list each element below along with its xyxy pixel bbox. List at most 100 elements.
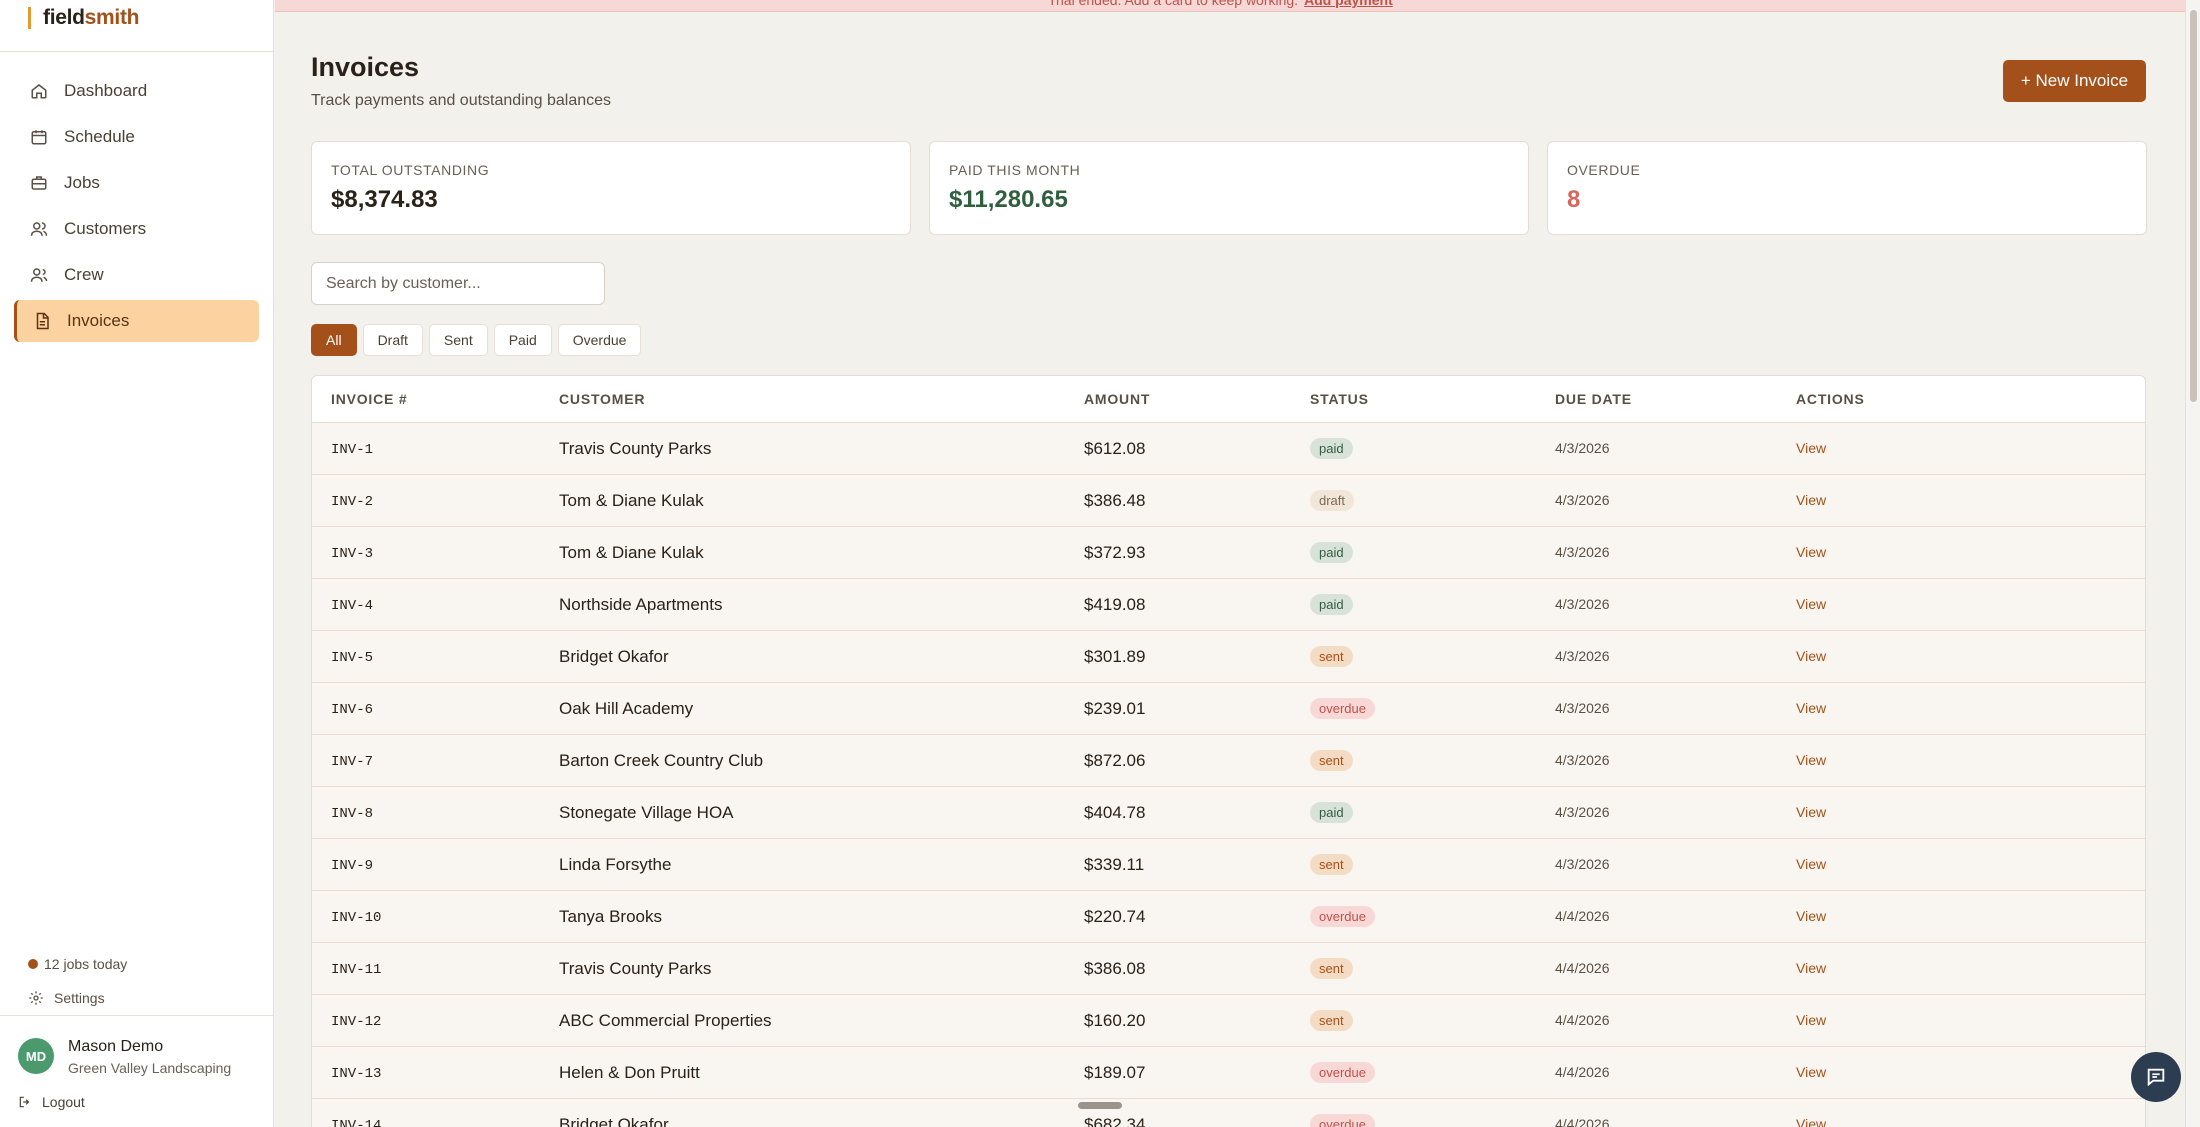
status-badge: overdue	[1310, 1114, 1375, 1127]
due-date: 4/3/2026	[1555, 803, 1610, 820]
status-badge: overdue	[1310, 698, 1375, 719]
table-row[interactable]: INV-14 Bridget Okafor $682.34 overdue 4/4/20…	[312, 1099, 2145, 1127]
sidebar-item-dashboard[interactable]: Dashboard	[14, 70, 259, 112]
customer-name: ABC Commercial Properties	[559, 1010, 772, 1030]
due-date: 4/4/2026	[1555, 907, 1610, 924]
sidebar-item-schedule[interactable]: Schedule	[14, 116, 259, 158]
table-row[interactable]: INV-6 Oak Hill Academy $239.01 overdue 4/3/2…	[312, 683, 2145, 735]
chat-button[interactable]	[2131, 1052, 2181, 1102]
column-header-amount[interactable]: Amount	[1084, 391, 1151, 407]
table-row[interactable]: INV-2 Tom & Diane Kulak $386.48 draft 4/3/20…	[312, 475, 2145, 527]
view-invoice-link[interactable]: View	[1796, 1063, 1827, 1080]
add-payment-link[interactable]: Add payment	[1304, 0, 1393, 8]
sidebar-item-invoices[interactable]: Invoices	[14, 300, 259, 342]
customer-name: Tom & Diane Kulak	[559, 490, 704, 510]
invoice-number: INV-13	[331, 1065, 382, 1082]
due-date: 4/3/2026	[1555, 543, 1610, 560]
logout-button[interactable]: Logout	[18, 1094, 85, 1110]
status-badge: paid	[1310, 802, 1353, 823]
table-row[interactable]: INV-13 Helen & Don Pruitt $189.07 overdue 4/…	[312, 1047, 2145, 1099]
table-row[interactable]: INV-4 Northside Apartments $419.08 paid 4/3/…	[312, 579, 2145, 631]
sidebar-item-label: Jobs	[64, 173, 100, 192]
table-row[interactable]: INV-9 Linda Forsythe $339.11 sent 4/3/2026 Vi…	[312, 839, 2145, 891]
table-header: Invoice # Customer Amount Status Due Dat…	[312, 376, 2145, 423]
stat-label: Overdue	[1567, 162, 1641, 178]
customer-name: Helen & Don Pruitt	[559, 1062, 700, 1082]
filter-sent[interactable]: Sent	[428, 324, 488, 356]
status-badge: overdue	[1310, 1062, 1375, 1083]
view-invoice-link[interactable]: View	[1796, 543, 1827, 560]
view-invoice-link[interactable]: View	[1796, 1011, 1827, 1028]
table-row[interactable]: INV-12 ABC Commercial Properties $160.20 se…	[312, 995, 2145, 1047]
view-invoice-link[interactable]: View	[1796, 491, 1827, 508]
customer-name: Linda Forsythe	[559, 854, 672, 874]
brand-logo[interactable]: fieldsmith	[0, 0, 273, 52]
view-invoice-link[interactable]: View	[1796, 907, 1827, 924]
status-badge: overdue	[1310, 906, 1375, 927]
stat-value: $11,280.65	[949, 186, 1068, 213]
horizontal-scroll-handle[interactable]	[1078, 1102, 1122, 1109]
filter-draft[interactable]: Draft	[362, 324, 423, 356]
table-row[interactable]: INV-10 Tanya Brooks $220.74 overdue 4/4/2026…	[312, 891, 2145, 943]
status-badge: sent	[1310, 854, 1353, 875]
invoice-amount: $682.34	[1084, 1114, 1146, 1127]
settings-link[interactable]: Settings	[0, 981, 274, 1015]
invoice-amount: $220.74	[1084, 906, 1146, 926]
banner-content: Trial ended. Add a card to keep working.…	[1048, 0, 1393, 8]
column-header-actions: Actions	[1796, 391, 1865, 407]
stats-cards: Total Outstanding $8,374.83 Paid This Mo…	[311, 141, 2147, 235]
home-icon	[30, 82, 48, 100]
filter-all[interactable]: All	[311, 324, 357, 356]
scrollbar-thumb[interactable]	[2190, 10, 2197, 402]
table-row[interactable]: INV-7 Barton Creek Country Club $872.06 sen…	[312, 735, 2145, 787]
sidebar-item-crew[interactable]: Crew	[14, 254, 259, 296]
customer-name: Bridget Okafor	[559, 1114, 669, 1127]
column-header-invoice[interactable]: Invoice #	[331, 391, 408, 407]
sidebar-item-customers[interactable]: Customers	[14, 208, 259, 250]
invoice-number: INV-9	[331, 857, 374, 874]
table-row[interactable]: INV-5 Bridget Okafor $301.89 sent 4/3/2026 Vi…	[312, 631, 2145, 683]
vertical-scrollbar[interactable]	[2185, 0, 2200, 1127]
invoices-table: Invoice # Customer Amount Status Due Dat…	[311, 375, 2146, 1127]
due-date: 4/3/2026	[1555, 699, 1610, 716]
view-invoice-link[interactable]: View	[1796, 439, 1827, 456]
view-invoice-link[interactable]: View	[1796, 751, 1827, 768]
column-header-customer[interactable]: Customer	[559, 391, 646, 407]
invoice-amount: $872.06	[1084, 750, 1146, 770]
brand-name: fieldsmith	[43, 6, 140, 29]
column-header-status[interactable]: Status	[1310, 391, 1369, 407]
view-invoice-link[interactable]: View	[1796, 959, 1827, 976]
filter-paid[interactable]: Paid	[493, 324, 552, 356]
sidebar: fieldsmith Dashboard Schedule Jobs Custo…	[0, 0, 274, 1127]
table-row[interactable]: INV-3 Tom & Diane Kulak $372.93 paid 4/3/202…	[312, 527, 2145, 579]
due-date: 4/4/2026	[1555, 959, 1610, 976]
user-organization: Green Valley Landscaping	[68, 1060, 232, 1076]
search-input[interactable]	[311, 262, 605, 305]
table-row[interactable]: INV-11 Travis County Parks $386.08 sent 4/4/…	[312, 943, 2145, 995]
view-invoice-link[interactable]: View	[1796, 647, 1827, 664]
view-invoice-link[interactable]: View	[1796, 803, 1827, 820]
view-invoice-link[interactable]: View	[1796, 855, 1827, 872]
column-header-due-date[interactable]: Due Date	[1555, 391, 1632, 407]
status-badge: sent	[1310, 750, 1353, 771]
filter-overdue[interactable]: Overdue	[557, 324, 642, 356]
user-profile[interactable]: MD Mason Demo Green Valley Landscaping L…	[0, 1015, 274, 1127]
invoice-number: INV-10	[331, 909, 382, 926]
jobs-today-text: 12 jobs today	[44, 956, 128, 972]
invoice-amount: $386.48	[1084, 490, 1146, 510]
new-invoice-button[interactable]: + New Invoice	[2003, 60, 2146, 102]
view-invoice-link[interactable]: View	[1796, 595, 1827, 612]
stat-label: Total Outstanding	[331, 162, 490, 178]
page-title: Invoices	[311, 52, 420, 82]
table-body: INV-1 Travis County Parks $612.08 paid 4/3/2…	[312, 423, 2145, 1127]
view-invoice-link[interactable]: View	[1796, 1115, 1827, 1127]
sidebar-item-jobs[interactable]: Jobs	[14, 162, 259, 204]
invoice-amount: $239.01	[1084, 698, 1146, 718]
table-row[interactable]: INV-1 Travis County Parks $612.08 paid 4/3/2…	[312, 423, 2145, 475]
logout-label: Logout	[42, 1094, 85, 1110]
customer-name: Oak Hill Academy	[559, 698, 694, 718]
invoice-number: INV-4	[331, 597, 374, 614]
view-invoice-link[interactable]: View	[1796, 699, 1827, 716]
table-row[interactable]: INV-8 Stonegate Village HOA $404.78 paid 4/3…	[312, 787, 2145, 839]
customer-name: Barton Creek Country Club	[559, 750, 764, 770]
